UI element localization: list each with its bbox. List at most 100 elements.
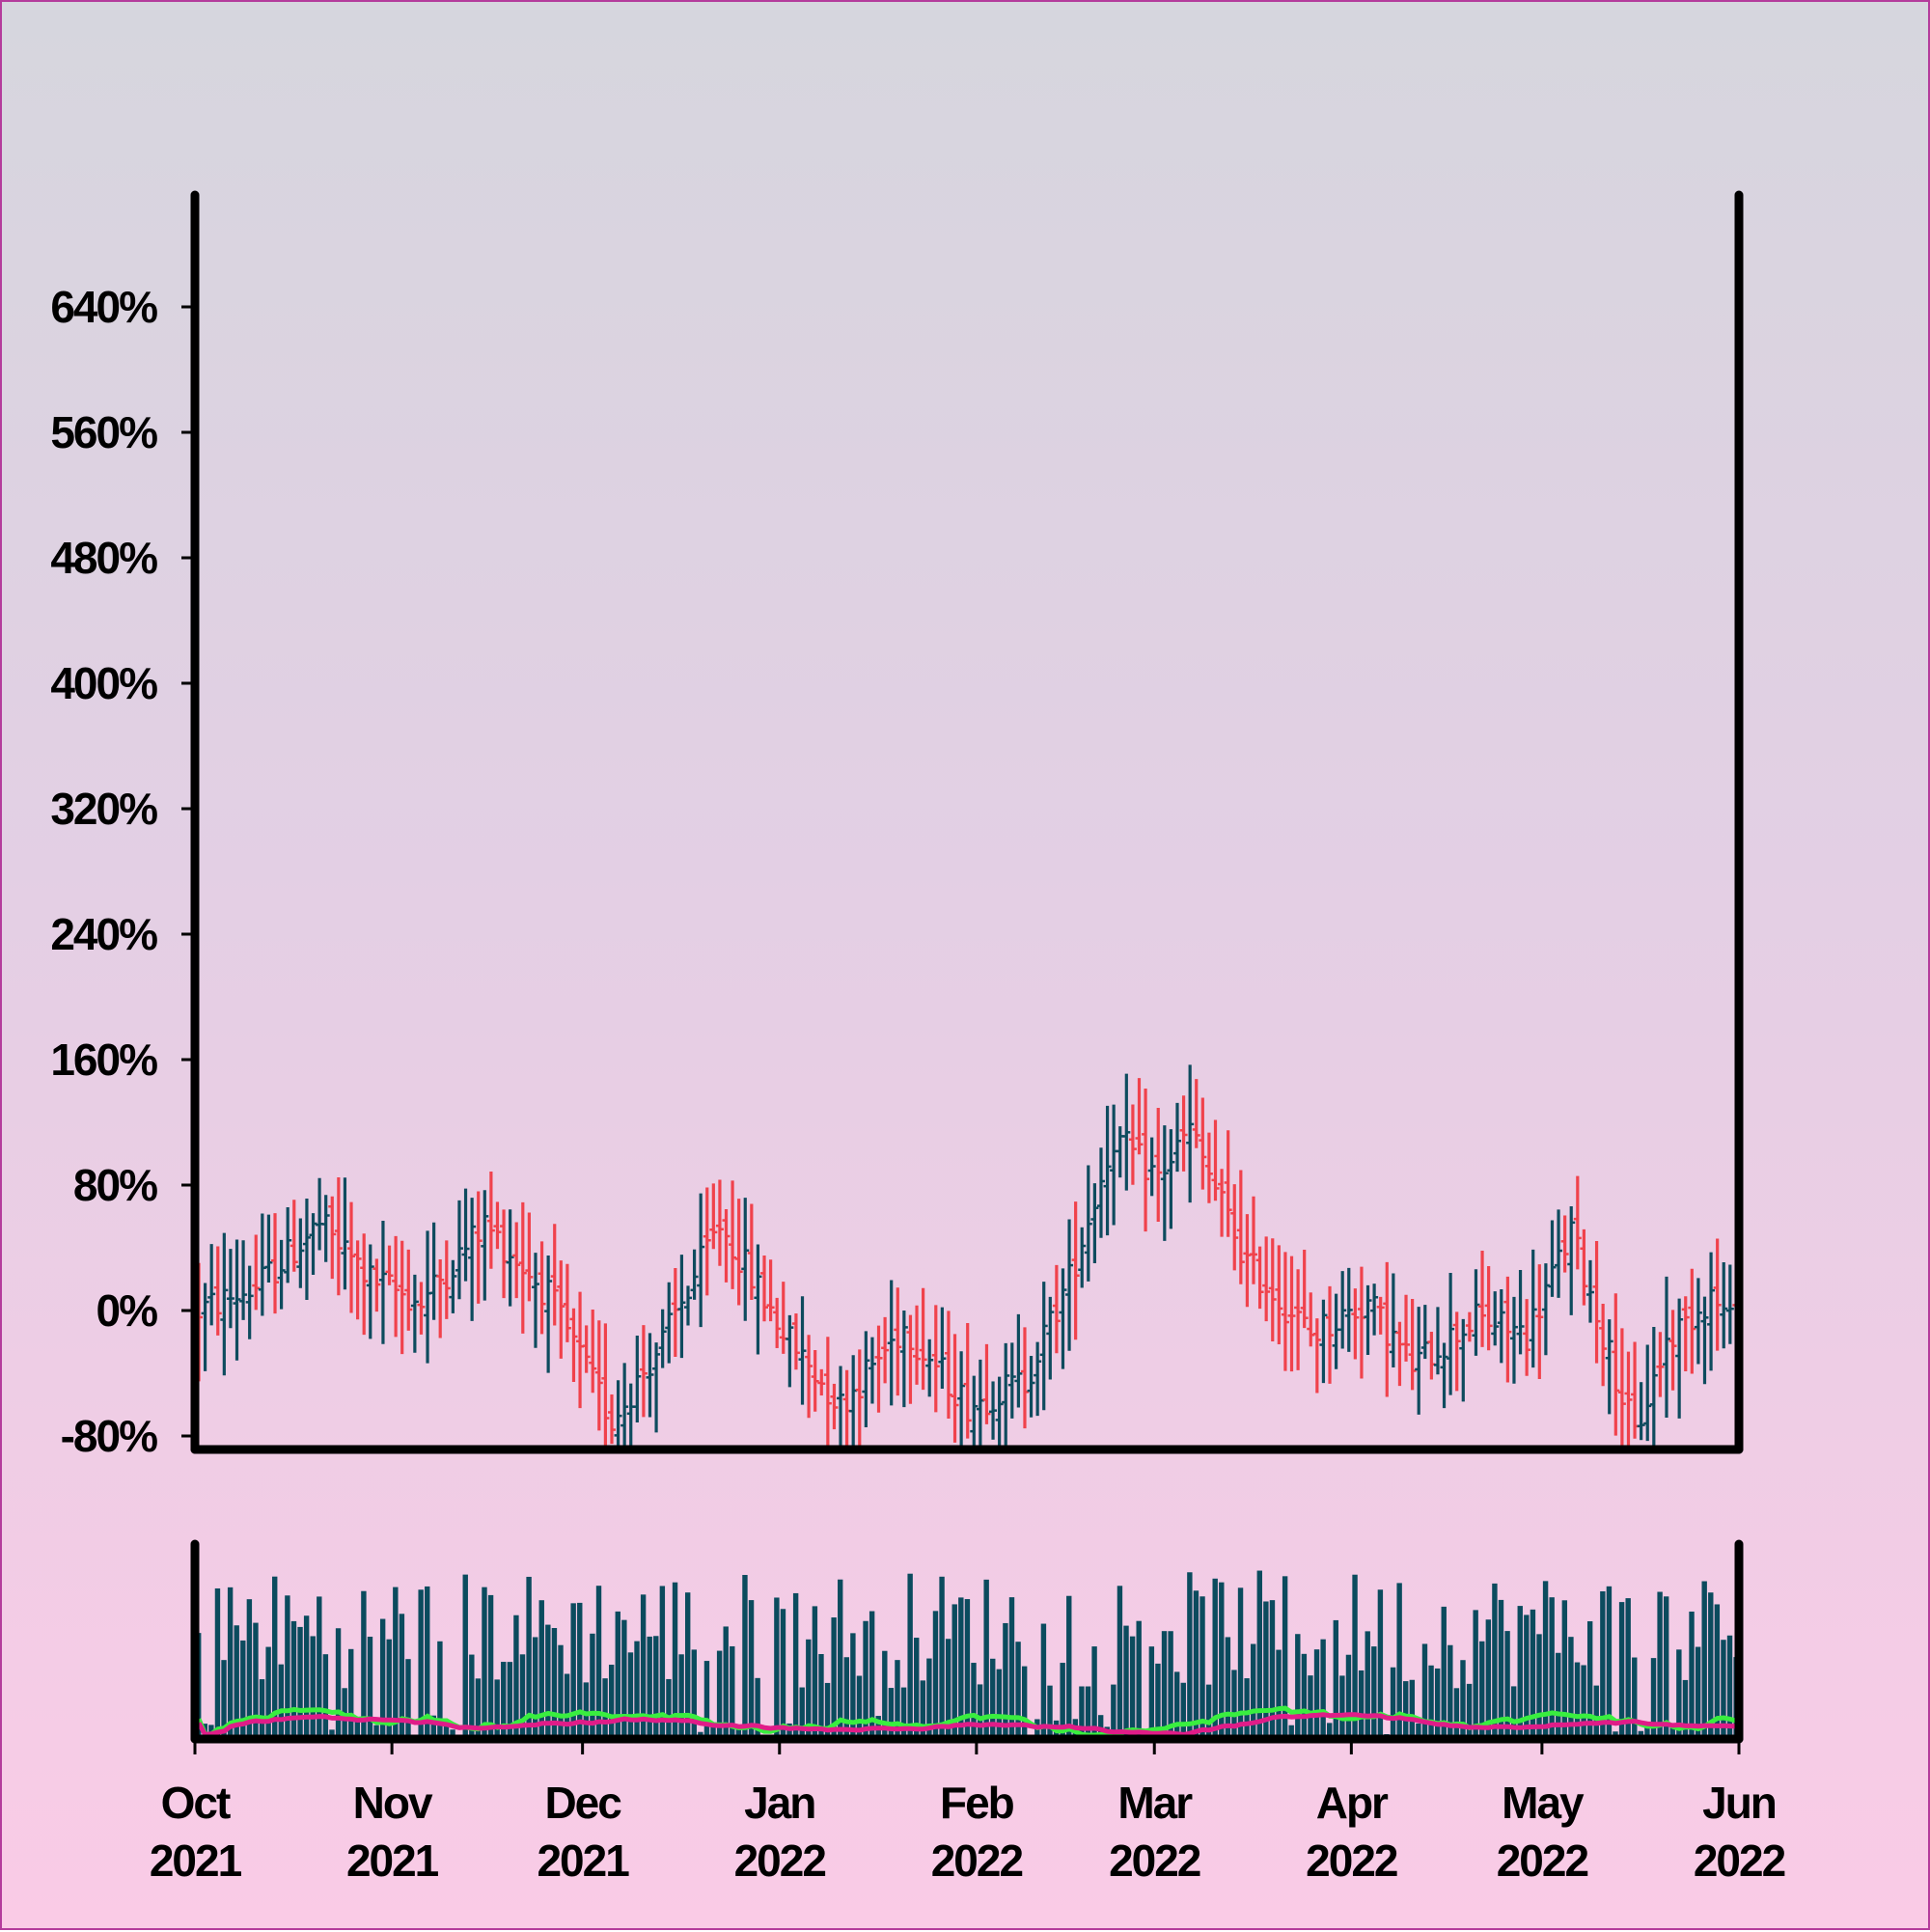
volume-bar bbox=[551, 1627, 558, 1739]
ohlc-bar bbox=[652, 1342, 661, 1433]
x-tick-label-month: Oct bbox=[161, 1778, 231, 1828]
volume-bar bbox=[1148, 1646, 1155, 1739]
ohlc-bar bbox=[1447, 1272, 1455, 1395]
ohlc-bar bbox=[1662, 1276, 1670, 1419]
ohlc-bar bbox=[823, 1337, 832, 1446]
volume-bar bbox=[1441, 1606, 1447, 1739]
ohlc-bar bbox=[1585, 1259, 1594, 1323]
volume-bar bbox=[1536, 1634, 1542, 1739]
volume-bar bbox=[1008, 1597, 1015, 1739]
ohlc-bar bbox=[321, 1195, 330, 1262]
ohlc-bar bbox=[862, 1331, 870, 1428]
ohlc-bar bbox=[525, 1212, 534, 1302]
ohlc-bar bbox=[1199, 1097, 1207, 1190]
y-tick-label: 480% bbox=[50, 533, 157, 583]
ohlc-bar bbox=[1287, 1256, 1296, 1372]
volume-bar bbox=[900, 1687, 907, 1739]
volume-bar bbox=[1421, 1643, 1428, 1739]
volume-bar bbox=[1574, 1662, 1581, 1739]
price-panel-frame bbox=[190, 190, 1744, 1454]
x-tick-label-year: 2022 bbox=[931, 1835, 1023, 1886]
x-tick-label-year: 2022 bbox=[734, 1835, 826, 1886]
volume-bar bbox=[526, 1576, 532, 1739]
ohlc-bar bbox=[817, 1368, 826, 1396]
volume-bar bbox=[329, 1729, 335, 1739]
volume-bar bbox=[1320, 1639, 1326, 1739]
volume-bar bbox=[945, 1639, 951, 1739]
y-tick-label: 560% bbox=[50, 407, 157, 457]
ohlc-bar bbox=[1090, 1183, 1099, 1264]
volume-bar bbox=[1428, 1665, 1434, 1739]
ohlc-bar bbox=[899, 1311, 908, 1408]
ohlc-bar bbox=[1415, 1307, 1423, 1415]
volume-bar bbox=[1644, 1727, 1650, 1739]
ohlc-bar bbox=[1631, 1341, 1640, 1439]
y-tick-label: -80% bbox=[61, 1411, 157, 1461]
x-tick-label-year: 2021 bbox=[537, 1835, 629, 1886]
volume-bar bbox=[1327, 1723, 1333, 1739]
volume-bar bbox=[475, 1678, 482, 1739]
volume-bar bbox=[1542, 1581, 1549, 1739]
ohlc-bar bbox=[1592, 1241, 1601, 1364]
volume-bar bbox=[1358, 1670, 1365, 1739]
ohlc-bar bbox=[849, 1355, 858, 1446]
volume-panel-frame bbox=[190, 1539, 1744, 1744]
volume-bar bbox=[932, 1611, 939, 1739]
volume-bar bbox=[958, 1597, 964, 1739]
volume-bar bbox=[1726, 1635, 1733, 1739]
ohlc-bar bbox=[1224, 1130, 1232, 1237]
ohlc-bar bbox=[1236, 1170, 1245, 1284]
ohlc-bar bbox=[919, 1287, 927, 1391]
volume-bar bbox=[1187, 1572, 1193, 1739]
volume-bar bbox=[1263, 1601, 1269, 1739]
ohlc-bar bbox=[1459, 1318, 1468, 1402]
ohlc-bar bbox=[671, 1268, 679, 1357]
ohlc-bar bbox=[1027, 1356, 1035, 1418]
volume-bar bbox=[1333, 1619, 1339, 1739]
volume-bar bbox=[716, 1650, 723, 1739]
volume-bar bbox=[1396, 1583, 1402, 1739]
volume-bar bbox=[1485, 1619, 1492, 1739]
ohlc-bar bbox=[830, 1383, 839, 1430]
ohlc-bar bbox=[1707, 1252, 1716, 1371]
volume-bar bbox=[1225, 1637, 1231, 1739]
ohlc-bar bbox=[500, 1209, 509, 1299]
ohlc-bar bbox=[372, 1258, 381, 1312]
ohlc-bar bbox=[1281, 1252, 1289, 1371]
volume-bar bbox=[647, 1636, 652, 1739]
volume-bar bbox=[824, 1682, 831, 1739]
ohlc-bar bbox=[481, 1190, 489, 1301]
x-tick-label-month: May bbox=[1502, 1778, 1585, 1828]
x-tick-label-year: 2021 bbox=[150, 1835, 242, 1886]
volume-bar bbox=[1618, 1602, 1625, 1739]
ohlc-bar bbox=[887, 1280, 896, 1406]
volume-bar bbox=[678, 1654, 684, 1739]
y-tick-label: 80% bbox=[73, 1160, 157, 1210]
ohlc-bar bbox=[633, 1336, 642, 1422]
ohlc-bar bbox=[1720, 1261, 1728, 1349]
volume-bar bbox=[513, 1615, 519, 1739]
volume-bar bbox=[538, 1600, 544, 1739]
ohlc-bar bbox=[576, 1291, 585, 1409]
volume-bar bbox=[379, 1618, 386, 1739]
y-tick-label: 320% bbox=[50, 784, 157, 834]
volume-bar bbox=[1600, 1591, 1606, 1739]
ohlc-bar bbox=[1160, 1125, 1169, 1241]
volume-bar bbox=[1524, 1615, 1530, 1739]
volume-bar bbox=[1632, 1657, 1638, 1739]
volume-bar bbox=[627, 1652, 634, 1739]
ohlc-bar bbox=[791, 1313, 800, 1370]
volume-bar bbox=[615, 1611, 620, 1739]
y-tick-label: 400% bbox=[50, 658, 157, 708]
volume-bar bbox=[1721, 1640, 1726, 1739]
ohlc-bar bbox=[1364, 1284, 1372, 1356]
volume-bar bbox=[1390, 1667, 1396, 1739]
volume-bar bbox=[920, 1680, 926, 1739]
volume-bar bbox=[907, 1573, 913, 1739]
ohlc-bar bbox=[1326, 1285, 1335, 1384]
volume-bar bbox=[742, 1575, 748, 1739]
ohlc-bar bbox=[1389, 1273, 1397, 1367]
ohlc-bar bbox=[1275, 1245, 1283, 1345]
